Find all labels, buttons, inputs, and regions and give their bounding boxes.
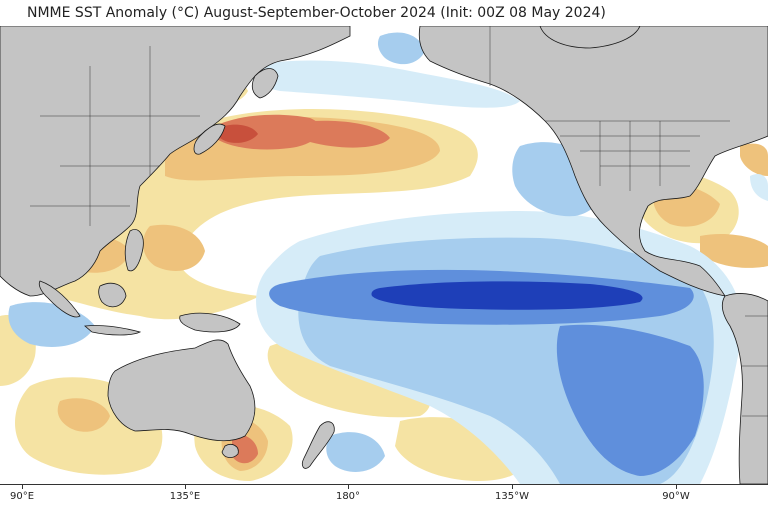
japan-island bbox=[193, 123, 226, 155]
australia-landmass bbox=[107, 339, 256, 442]
new-zealand-islands bbox=[302, 421, 335, 469]
land-masses bbox=[0, 26, 768, 484]
new-guinea-island bbox=[179, 312, 241, 333]
tick-135e bbox=[185, 484, 186, 489]
tick-label-90w: 90°W bbox=[662, 491, 690, 502]
sst-anomaly-map bbox=[0, 26, 768, 485]
tick-label-180: 180° bbox=[335, 491, 361, 502]
map-title: NMME SST Anomaly (°C) August-September-O… bbox=[27, 5, 606, 21]
tick-90e bbox=[22, 484, 23, 489]
tick-label-135w: 135°W bbox=[495, 491, 529, 502]
tasmania-island bbox=[221, 444, 239, 458]
country-borders bbox=[30, 26, 768, 417]
sumatra-island bbox=[38, 280, 81, 318]
tick-135w bbox=[512, 484, 513, 489]
cool-anomaly-regions bbox=[8, 32, 768, 484]
kamchatka-peninsula bbox=[251, 68, 279, 99]
java-island bbox=[84, 325, 142, 336]
tick-label-90e: 90°E bbox=[9, 491, 35, 502]
longitude-axis: 90°E 135°E 180° 135°W 90°W bbox=[0, 484, 768, 512]
philippines-islands bbox=[124, 229, 144, 272]
tick-180 bbox=[348, 484, 349, 489]
borneo-island bbox=[98, 282, 127, 308]
north-america-landmass bbox=[418, 26, 768, 297]
tick-label-135e: 135°E bbox=[169, 491, 201, 502]
tick-90w bbox=[676, 484, 677, 489]
arctic-landmass bbox=[539, 26, 641, 49]
south-america-landmass bbox=[721, 293, 768, 484]
